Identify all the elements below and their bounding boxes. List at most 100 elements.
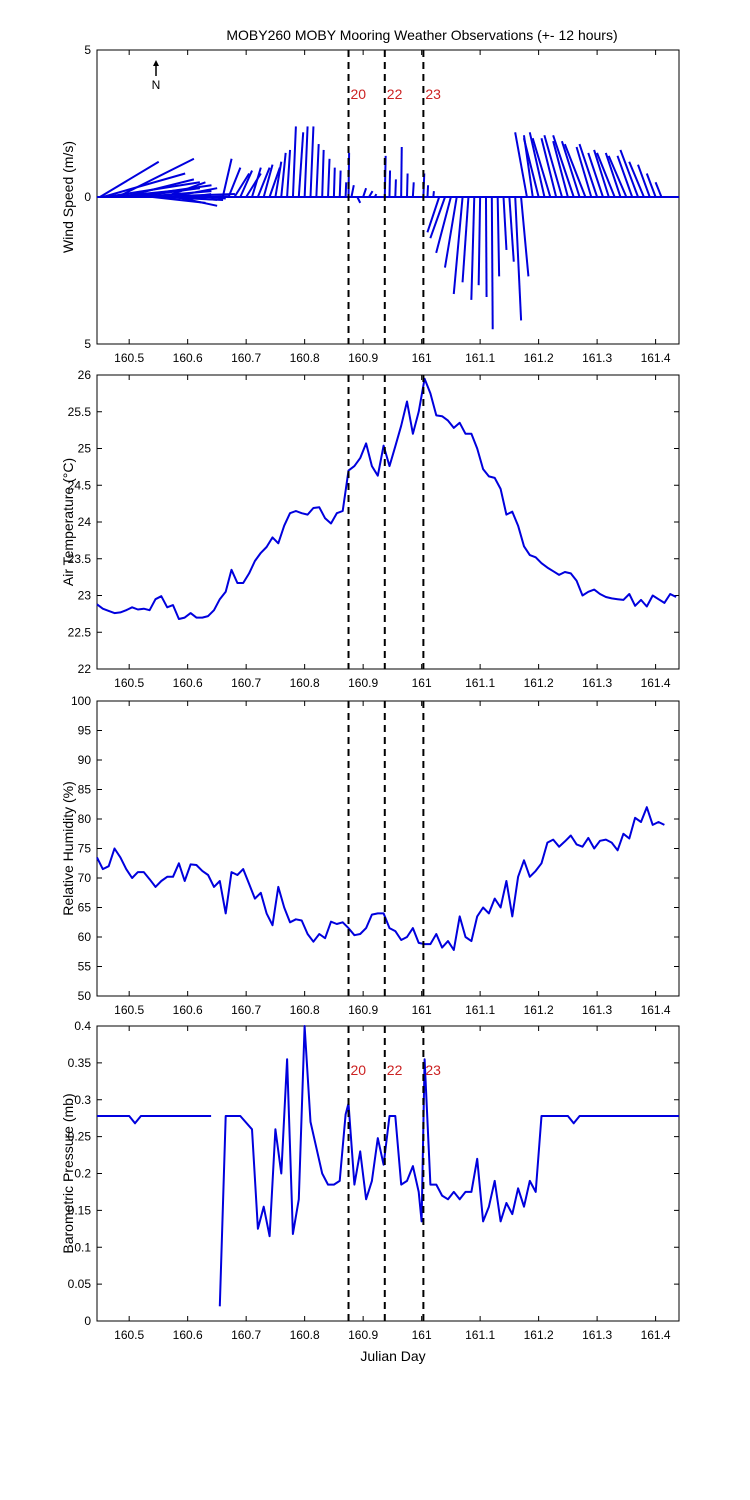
humidity-xtick-label: 161.2	[524, 1003, 554, 1017]
wind-vector	[604, 152, 622, 198]
wind-vector	[528, 132, 546, 198]
humidity-xtick-label: 160.8	[290, 1003, 320, 1017]
airtemp-xtick-label: 160.9	[348, 676, 378, 690]
airtemp-ytick-label: 25	[78, 442, 92, 456]
wind-vector	[645, 173, 657, 198]
wind-ytick-label: 5	[84, 43, 91, 57]
humidity-ytick-label: 85	[78, 783, 92, 797]
wind-vector	[227, 167, 242, 198]
wind-vector	[578, 143, 599, 198]
humidity-ytick-label: 50	[78, 989, 92, 1003]
figure-title: MOBY260 MOBY Mooring Weather Observation…	[226, 27, 617, 43]
wind-vector	[616, 155, 634, 198]
wind-vector	[309, 126, 315, 198]
airtemp-series-line	[96, 377, 677, 620]
wind-vector	[344, 182, 348, 198]
wind-vector	[315, 144, 320, 198]
airtemp-ytick-label: 26	[78, 368, 92, 382]
wind-vector	[256, 167, 271, 198]
wind-vector	[338, 170, 342, 198]
wind-vector	[470, 196, 476, 300]
wind-vector	[291, 126, 297, 198]
pressure-xlabel: Julian Day	[360, 1348, 425, 1364]
wind-event-label: 20	[351, 86, 367, 102]
humidity-ytick-label: 60	[78, 930, 92, 944]
airtemp-xtick-label: 161	[412, 676, 432, 690]
wind-vector	[297, 132, 305, 198]
humidity-ytick-label: 75	[78, 842, 92, 856]
wind-vector	[484, 196, 488, 297]
pressure-ytick-label: 0.1	[74, 1240, 91, 1254]
barometric-pressure-panel: 160.5 160.6 160.7 160.8 160.9 161 161.1 161.2 16…	[60, 1019, 680, 1364]
humidity-ylabel: Relative Humidity (%)	[60, 781, 76, 916]
humidity-xtick-label: 161.3	[582, 1003, 612, 1017]
wind-vector	[123, 178, 195, 198]
pressure-event-label: 23	[425, 1062, 441, 1078]
wind-vector	[221, 158, 233, 198]
humidity-xtick-label: 161	[412, 1003, 432, 1017]
wind-event-label: 22	[387, 86, 403, 102]
airtemp-frame	[96, 374, 680, 670]
pressure-ytick-label: 0.35	[68, 1056, 92, 1070]
wind-vector	[205, 196, 226, 200]
wind-ylabel: Wind Speed (m/s)	[60, 141, 76, 253]
pressure-series-line	[97, 1025, 679, 1307]
wind-speed-panel: 160.5 160.6 160.7 160.8 160.9 161 161.1 161.2 16…	[60, 43, 680, 365]
north-label: N	[152, 78, 161, 92]
pressure-ylabel: Barometric Pressure (mb)	[60, 1093, 76, 1253]
pressure-ytick-label: 0.25	[68, 1130, 92, 1144]
wind-vector	[350, 185, 355, 198]
wind-vector	[411, 182, 415, 198]
wind-vector	[552, 140, 569, 198]
humidity-frame	[96, 700, 680, 997]
wind-vector	[560, 140, 581, 198]
wind-vector	[400, 147, 403, 198]
airtemp-xtick-label: 161.3	[582, 676, 612, 690]
airtemp-xtick-label: 161.2	[524, 676, 554, 690]
wind-xtick-label: 161	[412, 351, 432, 365]
wind-vector	[368, 190, 374, 198]
humidity-series-line	[96, 806, 665, 951]
pressure-event-label: 20	[351, 1062, 367, 1078]
wind-vector	[654, 181, 663, 198]
wind-vector	[99, 160, 160, 198]
pressure-xtick-label: 160.5	[114, 1328, 144, 1342]
wind-vector	[251, 167, 262, 198]
wind-ytick-label: 0	[84, 190, 91, 204]
pressure-xtick-label: 160.8	[290, 1328, 320, 1342]
wind-xtick-label: 160.8	[290, 351, 320, 365]
wind-xtick-label: 161.3	[582, 351, 612, 365]
wind-vector	[637, 164, 651, 198]
wind-vector	[619, 149, 639, 198]
humidity-ytick-label: 100	[71, 694, 91, 708]
wind-vector	[233, 172, 251, 198]
airtemp-ytick-label: 22.5	[68, 625, 92, 639]
wind-vector	[332, 167, 336, 198]
wind-vector	[607, 155, 628, 198]
wind-vector	[502, 196, 508, 250]
wind-vector	[520, 196, 530, 277]
pressure-xtick-label: 160.7	[231, 1328, 261, 1342]
pressure-ytick-label: 0.2	[74, 1167, 91, 1181]
airtemp-ytick-label: 24.5	[68, 478, 92, 492]
humidity-xtick-label: 161.1	[465, 1003, 495, 1017]
pressure-ytick-label: 0.15	[68, 1203, 92, 1217]
humidity-ytick-label: 90	[78, 753, 92, 767]
wind-vector	[593, 149, 610, 198]
north-arrowhead-icon	[153, 60, 159, 66]
humidity-ytick-label: 65	[78, 901, 92, 915]
wind-vector	[490, 196, 494, 330]
humidity-xtick-label: 161.4	[641, 1003, 671, 1017]
wind-vector	[522, 137, 540, 198]
humidity-xtick-label: 160.7	[231, 1003, 261, 1017]
wind-vector	[274, 161, 283, 198]
wind-vector	[432, 191, 435, 198]
airtemp-ytick-label: 22	[78, 662, 92, 676]
humidity-xtick-label: 160.9	[348, 1003, 378, 1017]
wind-vector	[461, 196, 470, 283]
humidity-xtick-label: 160.6	[173, 1003, 203, 1017]
wind-xtick-label: 160.6	[173, 351, 203, 365]
wind-vector	[373, 193, 378, 198]
wind-vector	[477, 196, 482, 286]
